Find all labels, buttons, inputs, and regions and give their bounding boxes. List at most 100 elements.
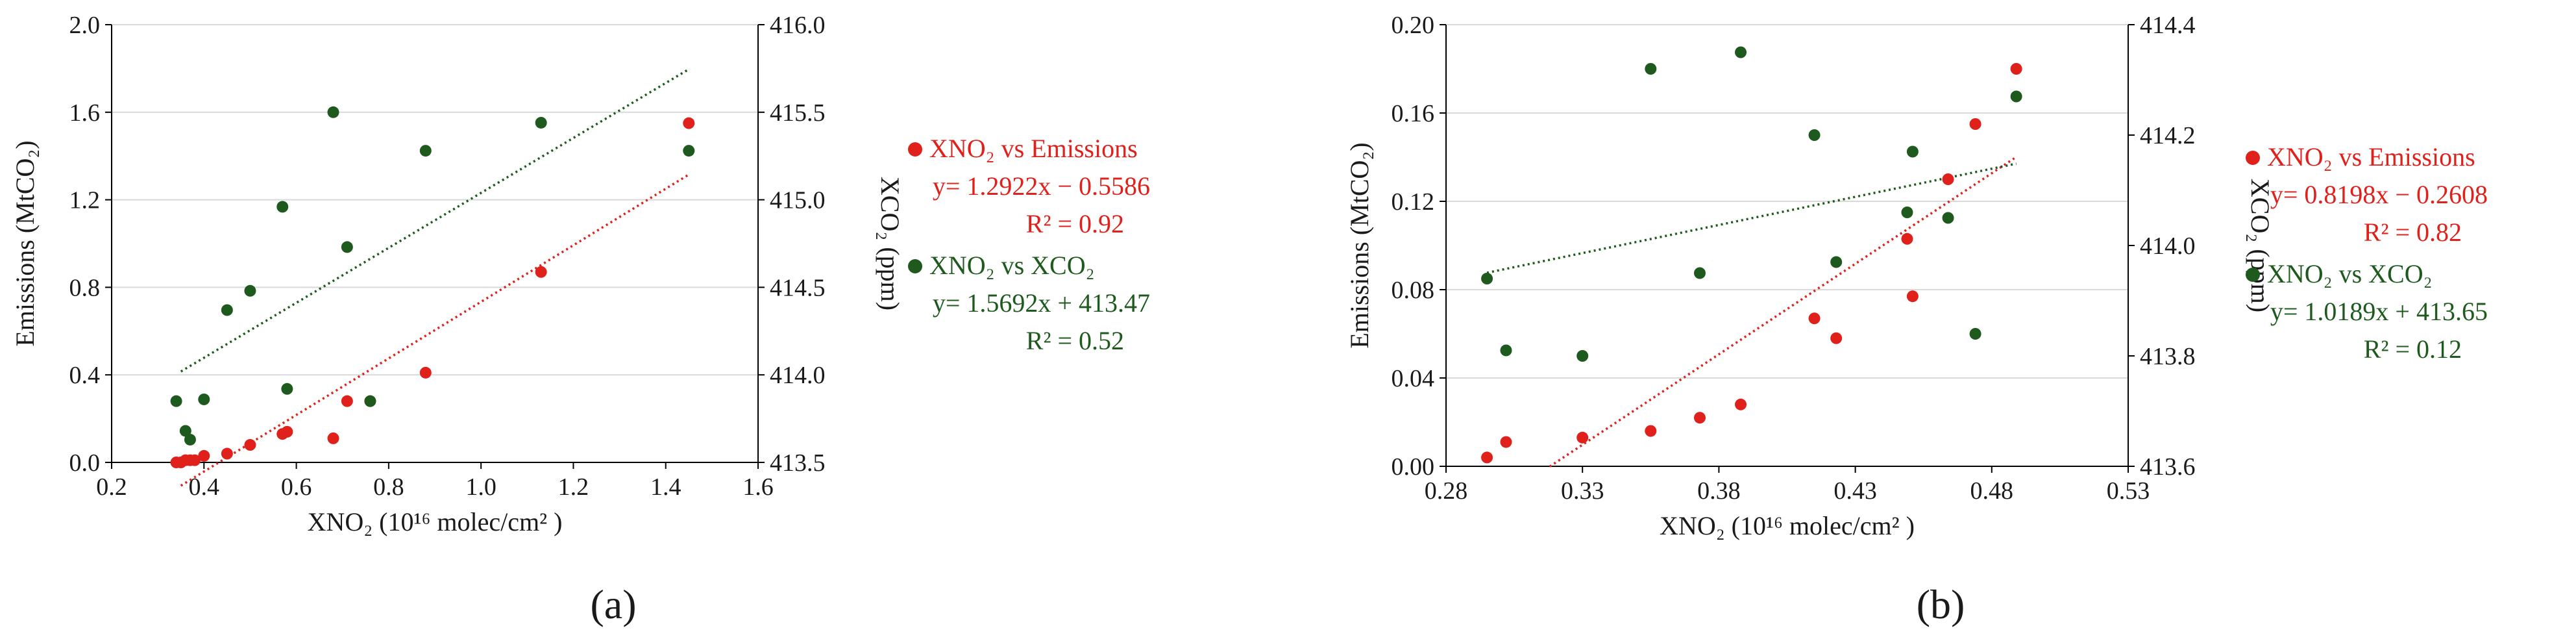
data-point-emissions (1645, 425, 1657, 437)
data-point-xco2 (341, 241, 353, 253)
x-tick-label: 0.38 (1697, 477, 1741, 505)
data-point-xco2 (2010, 90, 2022, 103)
y2-tick-label: 413.8 (2140, 343, 2196, 370)
legend-r2: R² = 0.52 (1026, 326, 1124, 355)
data-point-xco2 (1481, 273, 1493, 284)
data-point-emissions (1901, 233, 1913, 245)
y2-tick-label: 414.0 (770, 362, 826, 389)
legend-equation: y= 1.5692x + 413.47 (933, 288, 1150, 318)
data-point-emissions (221, 447, 233, 460)
data-point-xco2 (364, 395, 376, 407)
x-tick-label: 0.28 (1425, 477, 1468, 505)
x-tick-label: 1.4 (650, 473, 681, 501)
legend-r2: R² = 0.92 (1026, 209, 1124, 238)
y-tick-label: 0.4 (69, 362, 101, 389)
data-point-emissions (1969, 118, 1981, 130)
panel-label: (b) (1917, 581, 1965, 627)
trendline-xco2 (1486, 162, 2017, 274)
data-point-xco2 (1830, 256, 1843, 268)
x-tick-label: 0.53 (2107, 477, 2150, 505)
y-axis-title: Emissions (MtCO₂) (10, 140, 40, 346)
y2-tick-label: 413.5 (770, 449, 826, 477)
data-point-emissions (1693, 412, 1706, 424)
y-tick-label: 0.00 (1392, 453, 1435, 481)
x-axis-title: XNO₂ (10¹⁶ molec/cm² ) (308, 507, 563, 536)
data-point-xco2 (281, 383, 293, 395)
y-tick-label: 0.20 (1392, 12, 1435, 39)
legend-marker-emissions (908, 142, 922, 157)
data-point-xco2 (1969, 328, 1981, 340)
y-tick-label: 0.04 (1392, 365, 1435, 392)
data-point-xco2 (1901, 207, 1913, 218)
panel-a: 0.0 0.4 0.8 1.2 1.6 2.0 413.5 414.0 414.5 415.0 41… (10, 12, 1150, 627)
y-tick-label: 2.0 (69, 12, 101, 39)
x-tick-label: 1.2 (558, 473, 589, 501)
legend-marker-xco2 (908, 259, 922, 273)
data-point-xco2 (535, 116, 547, 129)
legend-series-name: XNO₂ vs XCO₂ (2267, 259, 2433, 288)
y2-tick-label: 414.5 (770, 274, 826, 301)
legend-r2: R² = 0.12 (2364, 334, 2462, 364)
y2-tick-label: 416.0 (770, 12, 826, 39)
data-point-emissions (244, 439, 256, 451)
data-point-emissions (189, 454, 201, 466)
y2-tick-label: 415.5 (770, 99, 826, 127)
data-point-emissions (683, 117, 695, 129)
data-point-xco2 (1906, 145, 1919, 158)
data-point-xco2 (1693, 267, 1706, 279)
y2-axis-title: XCO₂ (ppm) (876, 177, 905, 310)
data-point-xco2 (244, 284, 256, 297)
data-point-xco2 (179, 425, 191, 437)
data-point-emissions (1500, 436, 1512, 448)
x-axis-title: XNO₂ (10¹⁶ molec/cm² ) (1660, 511, 1915, 540)
legend-equation: y= 0.8198x − 0.2608 (2270, 180, 2488, 209)
data-point-xco2 (1500, 344, 1512, 357)
panel-label: (a) (590, 581, 636, 627)
y-tick-label: 0.12 (1392, 188, 1435, 216)
data-point-xco2 (184, 433, 196, 446)
x-tick-label: 0.8 (373, 473, 404, 501)
data-point-xco2 (683, 145, 695, 157)
x-tick-label: 0.43 (1834, 477, 1877, 505)
y2-tick-label: 414.0 (2140, 233, 2196, 260)
data-point-emissions (2010, 63, 2022, 75)
trendline-emissions (180, 173, 690, 487)
y2-tick-label: 415.0 (770, 187, 826, 214)
legend: XNO₂ vs Emissions y= 0.8198x − 0.2608 R² =… (2246, 142, 2488, 364)
y-tick-label: 1.2 (69, 187, 101, 214)
x-tick-label: 0.6 (281, 473, 312, 501)
data-point-emissions (1808, 312, 1821, 325)
legend-equation: y= 1.2922x − 0.5586 (933, 171, 1150, 201)
x-tick-label: 0.2 (96, 473, 127, 501)
panel-b: 0.00 0.04 0.08 0.12 0.16 0.20 413.6 413.8 414.0 4… (1345, 12, 2488, 627)
data-point-emissions (419, 366, 432, 379)
y-tick-label: 0.0 (69, 449, 101, 477)
data-point-xco2 (1942, 212, 1954, 224)
y2-tick-label: 413.6 (2140, 453, 2196, 481)
data-point-emissions (1481, 451, 1493, 464)
data-point-xco2 (221, 304, 233, 316)
legend: XNO₂ vs Emissions y= 1.2922x − 0.5586 R² =… (908, 134, 1150, 355)
legend-marker-emissions (2246, 151, 2260, 165)
data-point-xco2 (419, 145, 432, 157)
data-point-xco2 (198, 393, 210, 405)
data-point-emissions (1830, 332, 1843, 344)
data-point-xco2 (170, 395, 182, 407)
data-point-emissions (327, 432, 339, 444)
data-point-emissions (341, 395, 353, 407)
data-point-xco2 (1735, 46, 1747, 58)
data-point-emissions (1942, 173, 1954, 185)
legend-series-name: XNO₂ vs Emissions (2267, 142, 2475, 171)
data-point-xco2 (327, 106, 339, 118)
x-tick-label: 0.33 (1561, 477, 1604, 505)
data-point-emissions (198, 449, 210, 462)
x-tick-label: 1.0 (465, 473, 497, 501)
data-point-xco2 (1645, 63, 1657, 75)
y-tick-label: 0.08 (1392, 277, 1435, 304)
y-tick-label: 1.6 (69, 99, 101, 127)
data-point-emissions (1906, 290, 1919, 303)
data-point-xco2 (276, 201, 289, 213)
data-point-xco2 (1576, 350, 1589, 362)
